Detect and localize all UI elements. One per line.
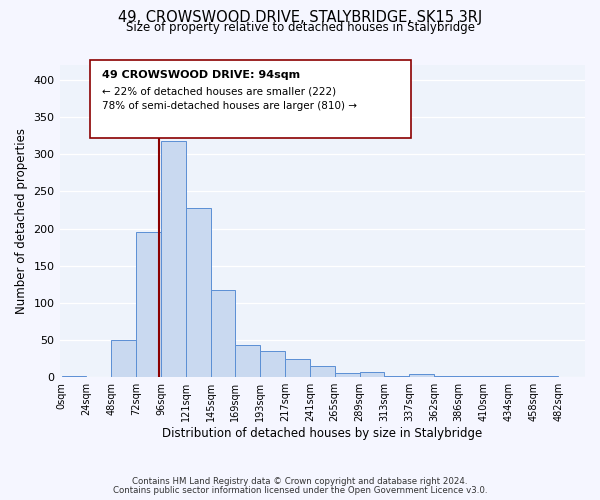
- Bar: [484, 376, 508, 377]
- Bar: [285, 358, 310, 377]
- Text: Contains HM Land Registry data © Crown copyright and database right 2024.: Contains HM Land Registry data © Crown c…: [132, 477, 468, 486]
- Bar: [335, 374, 359, 377]
- Bar: [508, 376, 533, 377]
- Text: ← 22% of detached houses are smaller (222): ← 22% of detached houses are smaller (22…: [102, 86, 336, 96]
- Bar: [186, 208, 211, 377]
- Bar: [533, 376, 558, 377]
- Y-axis label: Number of detached properties: Number of detached properties: [15, 128, 28, 314]
- Bar: [235, 344, 260, 377]
- Text: Size of property relative to detached houses in Stalybridge: Size of property relative to detached ho…: [125, 21, 475, 34]
- Text: 49 CROWSWOOD DRIVE: 94sqm: 49 CROWSWOOD DRIVE: 94sqm: [102, 70, 300, 80]
- Bar: [211, 290, 235, 377]
- Bar: [111, 340, 136, 377]
- Bar: [136, 232, 161, 377]
- Bar: [385, 376, 409, 377]
- Bar: [459, 376, 484, 377]
- Text: 49, CROWSWOOD DRIVE, STALYBRIDGE, SK15 3RJ: 49, CROWSWOOD DRIVE, STALYBRIDGE, SK15 3…: [118, 10, 482, 25]
- Bar: [310, 366, 335, 377]
- Bar: [62, 376, 86, 377]
- Bar: [434, 376, 459, 377]
- Bar: [409, 374, 434, 377]
- Text: Contains public sector information licensed under the Open Government Licence v3: Contains public sector information licen…: [113, 486, 487, 495]
- X-axis label: Distribution of detached houses by size in Stalybridge: Distribution of detached houses by size …: [162, 427, 482, 440]
- Text: 78% of semi-detached houses are larger (810) →: 78% of semi-detached houses are larger (…: [102, 101, 357, 111]
- Bar: [260, 351, 285, 377]
- Bar: [359, 372, 385, 377]
- Bar: [161, 141, 186, 377]
